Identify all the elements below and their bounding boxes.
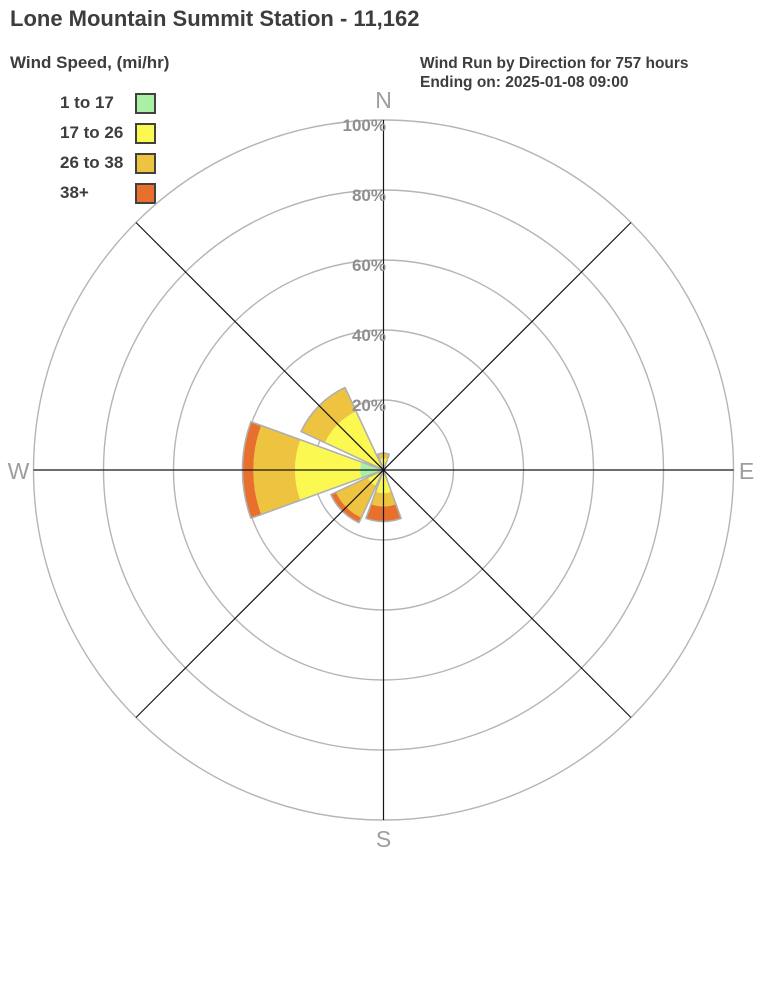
legend-item-1-to-17: 1 to 17 [60,88,156,118]
ring-label-40: 40% [352,326,386,345]
page-title: Lone Mountain Summit Station - 11,162 [10,6,420,31]
compass-label-west: W [8,458,30,484]
legend-item-label: 17 to 26 [60,123,124,142]
compass-label-north: N [375,87,392,113]
legend-color-swatch [135,92,156,114]
legend-item-17-to-26: 17 to 26 [60,118,156,148]
legend-item-label: 38+ [60,183,89,202]
legend-color-swatch [135,182,156,204]
legend-item-label: 26 to 38 [60,153,124,172]
legend-color-swatch [135,152,156,174]
ring-label-20: 20% [352,396,386,415]
legend-item-label: 1 to 17 [60,93,114,112]
ring-label-60: 60% [352,256,386,275]
legend-color-swatch [135,122,156,144]
annotation-line-2: Ending on: 2025-01-08 09:00 [420,74,629,91]
legend-title: Wind Speed, (mi/hr) [10,53,170,72]
ring-label-100: 100% [343,116,386,135]
compass-label-east: E [739,458,754,484]
ring-label-80: 80% [352,186,386,205]
annotation-line-1: Wind Run by Direction for 757 hours [420,55,689,72]
compass-label-south: S [376,826,391,852]
wind-speed-legend: 1 to 17 17 to 26 26 to 38 38+ [60,88,156,208]
wind-run-annotation: Wind Run by Direction for 757 hours Endi… [420,54,689,92]
axis-ne-sw [135,222,632,718]
legend-item-26-to-38: 26 to 38 [60,148,156,178]
legend-item-38+: 38+ [60,178,156,208]
